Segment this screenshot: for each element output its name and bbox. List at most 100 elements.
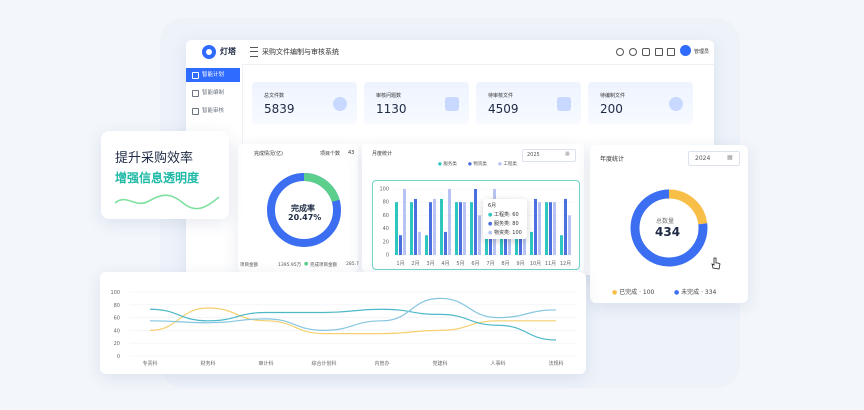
bar: [414, 198, 417, 255]
done-amount-value: 285.7: [346, 262, 359, 267]
yearly-center-value: 434: [655, 225, 681, 239]
x-tick-label: 党建科: [432, 360, 447, 367]
yearly-donut: [630, 189, 708, 267]
monthly-legend: ● 服务类 ● 物资类 ● 工程类: [438, 161, 528, 169]
x-tick-label: 7月: [486, 261, 494, 267]
y-tick-label: 40: [383, 226, 389, 232]
legend-dot: ●: [468, 162, 474, 167]
sidebar-item-plan[interactable]: 智能计划: [186, 68, 240, 82]
review-icon: [192, 108, 199, 115]
sidebar-item-label: 智能审核: [202, 108, 225, 114]
bell-icon[interactable]: [642, 48, 650, 56]
stat-card-total[interactable]: 总文件数 5839: [252, 82, 357, 124]
donut-center-label: 完成率: [291, 204, 315, 213]
yearly-legend-undone: ● 未完成 · 334: [674, 289, 717, 296]
x-tick-label: 4月: [441, 261, 449, 267]
completion-card: 完成情况(亿) 项目个数 43 完成率 20.47% 项目金额 1395.95万…: [238, 144, 359, 272]
bar: [504, 235, 507, 255]
done-amount-label: 完成项目金额: [310, 263, 337, 268]
legend-dot-done: ●: [304, 261, 309, 267]
stat-card-pending-compile[interactable]: 待编制文件 200: [588, 82, 693, 124]
bar: [455, 202, 458, 255]
tooltip-row-value: 60: [512, 212, 519, 218]
y-tick-label: 80: [114, 303, 120, 309]
bar: [553, 202, 556, 255]
pie-icon: [333, 97, 347, 111]
monthly-bar-chart: 0 20 40 60 80 100 1月 2月 3月 4月 5月 6月 7月 8月 9月 10月 11月 12月: [379, 187, 573, 267]
year-select[interactable]: 2025 ▦: [522, 149, 576, 162]
search-icon[interactable]: [616, 48, 624, 56]
compile-icon: [192, 90, 199, 97]
completion-donut: [267, 173, 341, 247]
x-tick-label: 1月: [396, 261, 404, 267]
legend-item[interactable]: ● 物资类: [468, 161, 487, 167]
stat-value: 4509: [488, 102, 519, 116]
department-line-chart: 0 20 40 60 80 100 专责科 财务科 审计科 综合计划科 内管办 党建科 人事科 法规科: [110, 290, 576, 367]
clock-icon: [669, 97, 683, 111]
logo-icon: [202, 45, 216, 59]
yearly-center-label: 总数量: [656, 218, 675, 225]
yearly-title: 年度统计: [600, 156, 625, 163]
amount-value: 1395.95万: [278, 263, 302, 268]
y-tick-label: 20: [114, 341, 120, 347]
stat-card-pending-review[interactable]: 待审核文件 4509: [476, 82, 581, 124]
screen-icon[interactable]: [655, 48, 663, 56]
stat-value: 1130: [376, 102, 407, 116]
legend-label: 工程类: [503, 162, 517, 167]
fullscreen-icon[interactable]: [667, 48, 675, 56]
bar: [538, 202, 541, 255]
legend-value: 100: [642, 289, 655, 296]
yearly-year-select[interactable]: 2024 ▦: [688, 151, 740, 166]
donut-center-value: 20.47%: [288, 213, 322, 222]
legend-value: 334: [704, 289, 717, 296]
legend-label: 物资类: [473, 162, 487, 167]
legend-dot: ●: [498, 162, 504, 167]
menu-icon[interactable]: [250, 47, 258, 57]
legend-item[interactable]: ● 工程类: [498, 161, 517, 167]
file-icon: [557, 97, 571, 111]
monthly-card: 月度统计 2025 ▦ ● 服务类 ● 物资类 ● 工程类 0 20 40 60 80 100…: [362, 144, 584, 272]
department-line-card: 0 20 40 60 80 100 专责科 财务科 审计科 综合计划科 内管办 党建科 人事科 法规科: [100, 272, 586, 374]
y-tick-label: 0: [386, 253, 389, 259]
yearly-card: 年度统计 2024 ▦ 总数量 434 ● 已完成 · 100 ● 未完成 · …: [590, 145, 748, 303]
series-line: [149, 297, 557, 332]
stat-label: 待编制文件: [600, 93, 626, 99]
monthly-plot-frame: 0 20 40 60 80 100 1月 2月 3月 4月 5月 6月 7月 8月 9月 10月 11月 12月 …: [372, 180, 580, 270]
bar: [433, 198, 436, 255]
y-tick-label: 100: [379, 187, 389, 193]
calendar-icon: ▦: [565, 151, 570, 157]
x-tick-label: 审计科: [258, 360, 273, 367]
bar: [530, 231, 533, 255]
bar: [444, 231, 447, 255]
x-tick-label: 9月: [516, 261, 524, 267]
bar: [399, 235, 402, 255]
legend-dot: ●: [438, 162, 444, 167]
user-name[interactable]: 管理员: [694, 49, 710, 55]
bar: [470, 202, 473, 255]
y-tick-label: 100: [110, 290, 120, 296]
avatar[interactable]: [680, 45, 691, 56]
stat-card-issues[interactable]: 审核问题数 1130: [364, 82, 469, 124]
tooltip-row: ● 服务类: 80: [488, 221, 519, 227]
donut-segment: [630, 189, 708, 267]
project-count-label: 项目个数: [320, 151, 341, 157]
tooltip-title: 6月: [488, 203, 497, 209]
tooltip-row: ● 工程类: 60: [488, 212, 519, 218]
sidebar-item-review[interactable]: 智能审核: [186, 104, 240, 118]
top-bar: 灯塔 采购文件编制与审核系统 管理员: [186, 40, 714, 65]
y-tick-label: 40: [114, 328, 120, 334]
plan-icon: [192, 72, 199, 79]
sidebar-item-compile[interactable]: 智能编制: [186, 86, 240, 100]
bar: [418, 231, 421, 255]
legend-label: 已完成: [619, 289, 638, 296]
legend-item[interactable]: ● 服务类: [438, 161, 457, 167]
doc-icon: [445, 97, 459, 111]
legend-label: 未完成: [681, 289, 700, 296]
series-line: [149, 307, 556, 335]
series-line: [149, 308, 557, 341]
project-count-value: 43: [348, 150, 355, 156]
stat-value: 200: [600, 102, 623, 116]
help-icon[interactable]: [629, 48, 637, 56]
bar: [403, 189, 406, 255]
calendar-icon: ▦: [727, 154, 733, 161]
